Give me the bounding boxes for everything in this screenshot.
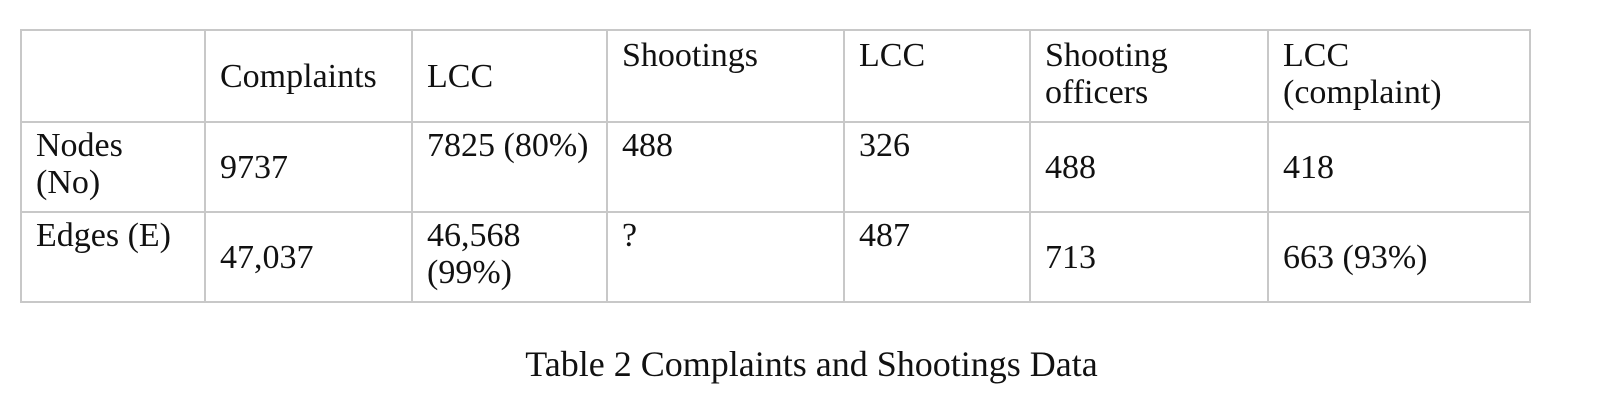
cell-edges-lcc: 46,568 (99%) (411, 211, 608, 303)
cell-nodes-lcc-shootings: 326 (843, 121, 1031, 213)
cell-edges-lcc-shootings: 487 (843, 211, 1031, 303)
cell-edges-complaints: 47,037 (204, 211, 413, 303)
header-cell-lcc: LCC (411, 29, 608, 123)
cell-edges-lcc-complaint: 663 (93%) (1267, 211, 1531, 303)
table-caption: Table 2 Complaints and Shootings Data (525, 344, 1098, 384)
header-cell-empty (20, 29, 206, 123)
table-row-edges: Edges (E) 47,037 46,568 (99%) ? 487 713 … (20, 211, 1531, 303)
header-cell-lcc-shootings: LCC (843, 29, 1031, 123)
cell-nodes-complaints: 9737 (204, 121, 413, 213)
data-table: Complaints LCC Shootings LCC Shooting of… (20, 29, 1531, 303)
cell-nodes-shootings: 488 (606, 121, 845, 213)
cell-nodes-lcc: 7825 (80%) (411, 121, 608, 213)
cell-nodes-shooting-officers: 488 (1029, 121, 1269, 213)
header-cell-lcc-complaint: LCC (complaint) (1267, 29, 1531, 123)
table-header-row: Complaints LCC Shootings LCC Shooting of… (20, 29, 1531, 123)
table-row-nodes: Nodes (No) 9737 7825 (80%) 488 326 488 4… (20, 121, 1531, 213)
row-label-nodes: Nodes (No) (20, 121, 206, 213)
header-cell-shootings: Shootings (606, 29, 845, 123)
row-label-edges: Edges (E) (20, 211, 206, 303)
cell-edges-shooting-officers: 713 (1029, 211, 1269, 303)
cell-nodes-lcc-complaint: 418 (1267, 121, 1531, 213)
header-cell-complaints: Complaints (204, 29, 413, 123)
cell-edges-shootings: ? (606, 211, 845, 303)
header-cell-shooting-officers: Shooting officers (1029, 29, 1269, 123)
